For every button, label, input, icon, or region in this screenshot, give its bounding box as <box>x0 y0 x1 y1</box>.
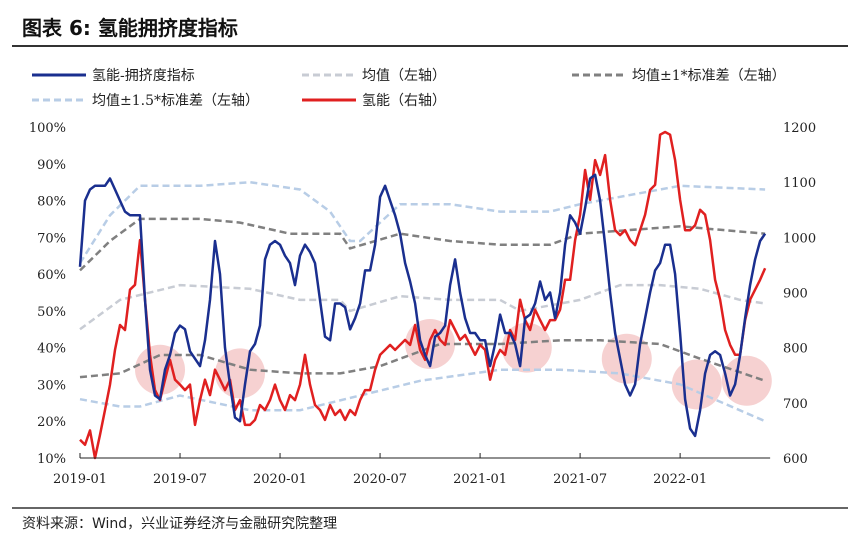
x-tick-label: 2022-01 <box>653 472 707 487</box>
x-tick-label: 2020-01 <box>253 472 307 487</box>
highlight-circle <box>135 344 186 395</box>
legend-label-index: 氢能-拥挤度指标 <box>92 68 195 84</box>
highlight-circle <box>501 322 552 373</box>
legend-label-mean: 均值（左轴） <box>362 68 446 84</box>
mean-plus-1sd-line <box>79 217 766 272</box>
series-lines <box>78 130 767 460</box>
axes: 2019-01 2019-07 2020-01 2020-07 2021-01 2021-… <box>29 121 816 487</box>
y-left-tick-label: 60% <box>37 268 66 283</box>
figure-title: 图表 6: 氢能拥挤度指标 <box>22 16 238 40</box>
legend-label-hydrogen: 氢能（右轴） <box>362 93 446 109</box>
band-lines <box>78 180 766 423</box>
mean-plus-1-5sd-line <box>78 180 766 264</box>
y-right-tick-label: 1200 <box>783 121 816 136</box>
y-left-tick-label: 50% <box>37 305 66 320</box>
y-left-tick-label: 40% <box>37 342 66 357</box>
hydrogen-price-line <box>79 130 767 460</box>
y-left-tick-label: 30% <box>37 378 66 393</box>
y-right-tick-label: 600 <box>783 452 808 467</box>
mean-line <box>79 283 766 331</box>
y-left-tick-label: 90% <box>37 158 66 173</box>
y-right-tick-label: 800 <box>783 342 808 357</box>
source-note: 资料来源：Wind，兴业证券经济与金融研究院整理 <box>22 516 337 532</box>
y-left-tick-label: 10% <box>37 452 66 467</box>
x-tick-label: 2021-07 <box>553 472 607 487</box>
y-right-tick-label: 1000 <box>783 231 816 246</box>
crowding-index-line <box>78 173 767 438</box>
legend-label-std15: 均值±1.5*标准差（左轴） <box>92 93 259 109</box>
y-left-tick-label: 20% <box>37 415 66 430</box>
x-tick-label: 2021-01 <box>453 472 507 487</box>
mean-minus-1-5sd-line <box>79 368 766 423</box>
y-right-tick-label: 900 <box>783 287 808 302</box>
y-left-tick-label: 70% <box>37 231 66 246</box>
highlight-circle <box>215 348 266 399</box>
y-right-tick-label: 1100 <box>783 176 816 191</box>
y-left-tick-label: 100% <box>29 121 66 136</box>
highlight-circle <box>721 355 772 406</box>
legend-label-std1: 均值±1*标准差（左轴） <box>632 68 786 84</box>
legend: 氢能-拥挤度指标 均值（左轴） 均值±1*标准差（左轴） 均值±1.5*标准差（… <box>32 68 786 109</box>
x-tick-label: 2019-01 <box>53 472 107 487</box>
y-left-tick-label: 80% <box>37 195 66 210</box>
x-tick-label: 2019-07 <box>153 472 207 487</box>
y-right-tick-label: 700 <box>783 397 808 412</box>
x-tick-label: 2020-07 <box>353 472 407 487</box>
